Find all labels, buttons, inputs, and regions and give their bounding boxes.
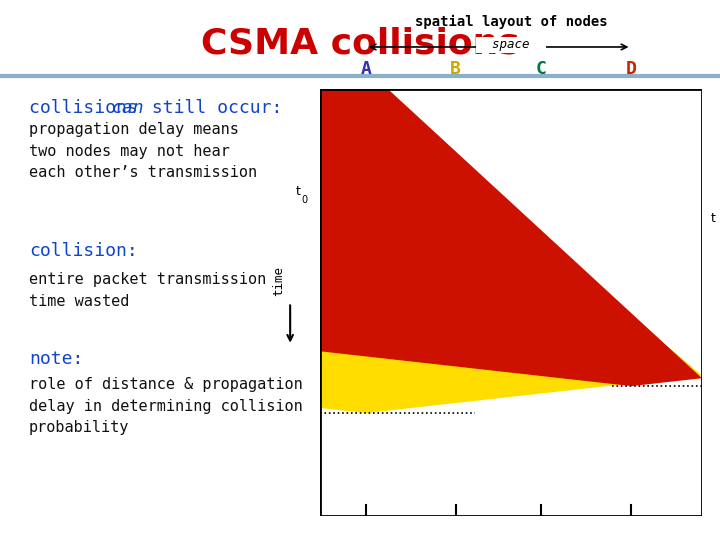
Text: B: B [450,59,462,78]
Text: spatial layout of nodes: spatial layout of nodes [415,15,608,29]
Text: t: t [295,185,300,198]
Text: collision:: collision: [29,242,138,260]
Text: CSMA collisions: CSMA collisions [201,26,519,60]
Text: time: time [272,266,285,296]
Text: C: C [536,59,547,78]
Text: propagation delay means
two nodes may not hear
each other’s transmission: propagation delay means two nodes may no… [29,122,257,180]
Text: A: A [360,59,372,78]
Text: space: space [477,38,545,51]
Text: note:: note: [29,350,84,368]
Polygon shape [320,89,702,413]
Text: t: t [711,212,716,225]
Polygon shape [320,89,720,386]
Text: entire packet transmission
time wasted: entire packet transmission time wasted [29,272,266,309]
Text: D: D [626,59,637,78]
Text: 0: 0 [301,195,307,205]
Text: collisions: collisions [29,99,148,117]
Text: still occur:: still occur: [141,99,282,117]
Text: role of distance & propagation
delay in determining collision
probability: role of distance & propagation delay in … [29,377,302,435]
Text: can: can [112,99,144,117]
